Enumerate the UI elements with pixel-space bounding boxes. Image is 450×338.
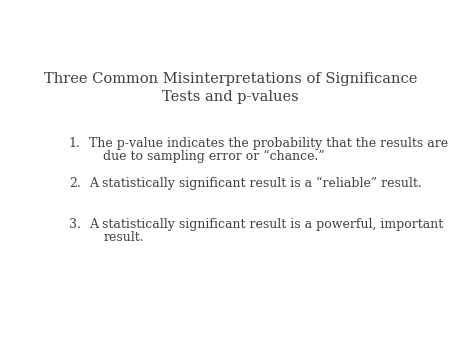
Text: due to sampling error or “chance.”: due to sampling error or “chance.” (104, 150, 325, 163)
Text: A statistically significant result is a “reliable” result.: A statistically significant result is a … (90, 177, 422, 190)
Text: Three Common Misinterpretations of Significance
Tests and p-values: Three Common Misinterpretations of Signi… (44, 72, 417, 104)
Text: result.: result. (104, 231, 144, 244)
Text: A statistically significant result is a powerful, important: A statistically significant result is a … (90, 218, 444, 231)
Text: The p-value indicates the probability that the results are: The p-value indicates the probability th… (90, 137, 449, 150)
Text: 3.: 3. (69, 218, 81, 231)
Text: 2.: 2. (69, 177, 81, 190)
Text: 1.: 1. (69, 137, 81, 150)
